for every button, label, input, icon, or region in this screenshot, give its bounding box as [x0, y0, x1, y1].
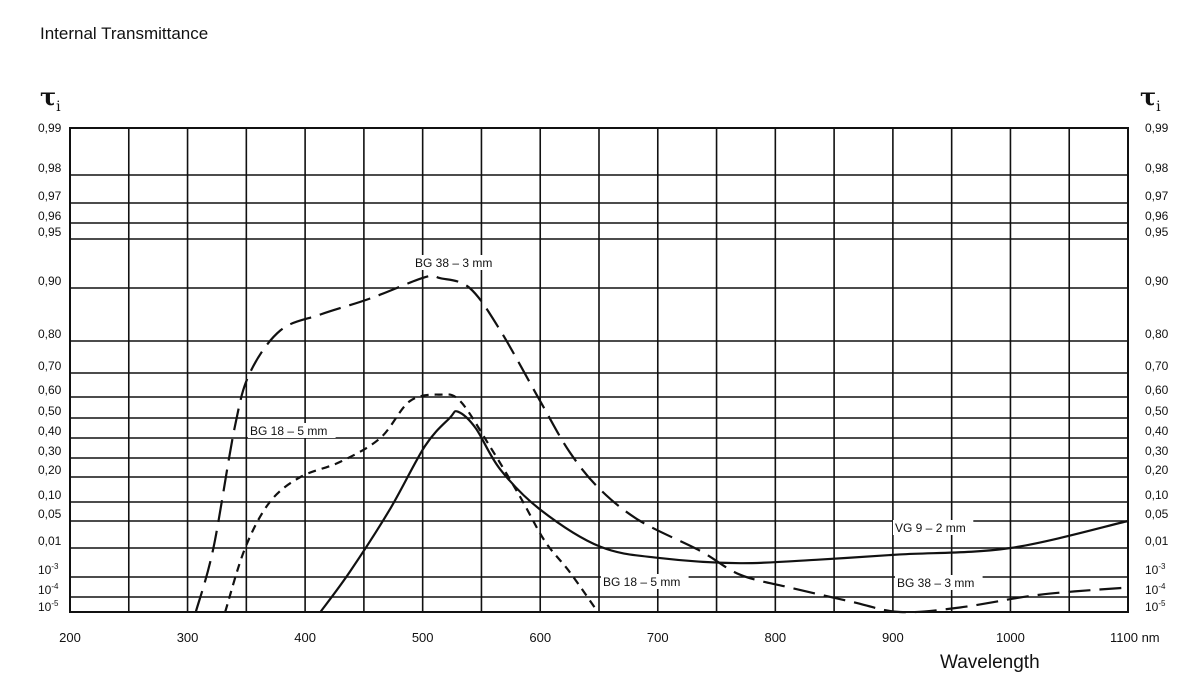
plot-border	[69, 127, 1129, 613]
x-tick-label: 1100 nm	[1110, 630, 1160, 645]
y-tick-label-left: 0,20	[38, 463, 62, 477]
chart-title: Internal Transmittance	[40, 24, 209, 43]
x-tick-label: 400	[294, 630, 316, 645]
y-tick-label-right: 0,01	[1145, 534, 1169, 548]
curve-label: BG 38 – 3 mm	[415, 256, 492, 270]
x-tick-label: 500	[412, 630, 434, 645]
tau-symbol: τ	[40, 82, 57, 111]
y-tick-label-right: 0,80	[1145, 327, 1169, 341]
y-tick-label-left: 0,90	[38, 274, 62, 288]
y-tick-label-left: 0,05	[38, 507, 62, 521]
y-tick-label-right: 0,99	[1145, 121, 1169, 135]
y-tick-label-left: 0,99	[38, 121, 62, 135]
tau-subscript: i	[56, 98, 61, 115]
y-tick-label-left: 0,10	[38, 488, 62, 502]
annotation-background	[895, 575, 983, 590]
x-tick-label: 900	[882, 630, 904, 645]
y-tick-label-left: 0,80	[38, 327, 62, 341]
series-line-2	[224, 393, 599, 613]
y-tick-label-left: 0,40	[38, 424, 62, 438]
y-tick-label-right: 0,20	[1145, 463, 1169, 477]
y-tick-label-right: 0,60	[1145, 383, 1169, 397]
y-tick-label-right: 0,05	[1145, 507, 1169, 521]
x-tick-label: 800	[764, 630, 786, 645]
y-tick-label-right: 0,96	[1145, 209, 1169, 223]
x-tick-label: 1000	[996, 630, 1025, 645]
y-tick-label-left: 0,60	[38, 383, 62, 397]
curve-label: BG 18 – 5 mm	[250, 424, 327, 438]
curve-label: BG 18 – 5 mm	[603, 575, 680, 589]
tau-subscript: i	[1156, 98, 1161, 115]
y-tick-label-right: 0,70	[1145, 359, 1169, 373]
annotation-background	[248, 423, 336, 438]
series-line-1	[194, 274, 1129, 614]
y-tick-label-left: 0,70	[38, 359, 62, 373]
y-tick-label-left: 0,95	[38, 225, 62, 239]
series-line-3	[319, 410, 1129, 613]
y-tick-label-left: 10-4	[38, 582, 59, 597]
annotation-background	[601, 574, 689, 589]
y-tick-label-left: 0,98	[38, 161, 62, 175]
y-tick-label-right: 0,30	[1145, 444, 1169, 458]
y-tick-label-right: 0,50	[1145, 404, 1169, 418]
curve-label: VG 9 – 2 mm	[895, 521, 966, 535]
y-tick-label-left: 10-3	[38, 562, 59, 577]
y-tick-label-right: 0,98	[1145, 161, 1169, 175]
x-tick-label: 600	[529, 630, 551, 645]
y-tick-label-right: 10-5	[1145, 599, 1166, 614]
y-tick-label-right: 0,90	[1145, 274, 1169, 288]
tau-symbol: τ	[1140, 82, 1157, 111]
y-tick-label-left: 0,50	[38, 404, 62, 418]
y-tick-label-left: 10-5	[38, 599, 59, 614]
y-tick-label-right: 0,97	[1145, 189, 1169, 203]
annotation-background	[893, 520, 974, 535]
y-tick-label-left: 0,96	[38, 209, 62, 223]
y-tick-label-right: 10-4	[1145, 582, 1166, 597]
y-tick-label-right: 0,40	[1145, 424, 1169, 438]
y-axis-label-right: τi	[1140, 82, 1161, 115]
y-tick-label-left: 0,97	[38, 189, 62, 203]
y-tick-label-right: 10-3	[1145, 562, 1166, 577]
x-tick-label: 200	[59, 630, 81, 645]
y-tick-label-right: 0,10	[1145, 488, 1169, 502]
x-tick-label: 700	[647, 630, 669, 645]
annotation-background	[413, 255, 501, 270]
y-axis-label-left: τi	[40, 82, 61, 115]
y-tick-label-left: 0,01	[38, 534, 62, 548]
x-axis-label: Wavelength	[940, 652, 1040, 673]
y-tick-label-left: 0,30	[38, 444, 62, 458]
x-tick-label: 300	[177, 630, 199, 645]
y-tick-label-right: 0,95	[1145, 225, 1169, 239]
curve-label: BG 38 – 3 mm	[897, 576, 974, 590]
